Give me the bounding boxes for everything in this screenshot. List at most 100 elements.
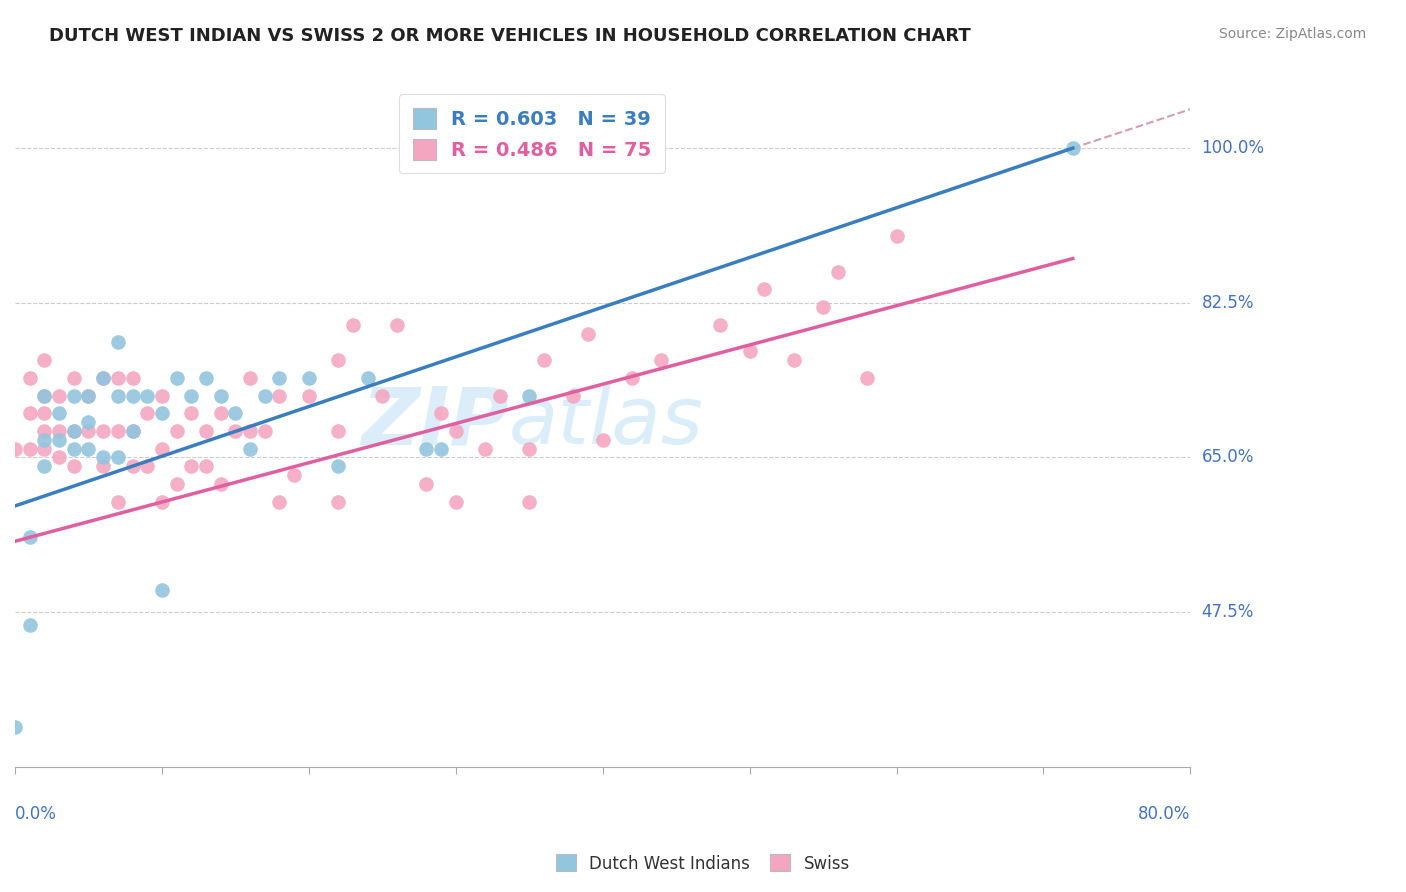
Point	[62, 371, 84, 385]
Point	[328, 353, 350, 368]
Point	[121, 371, 143, 385]
Point	[328, 494, 350, 508]
Point	[253, 424, 276, 438]
Point	[224, 406, 246, 420]
Text: 0.0%: 0.0%	[15, 805, 56, 823]
Point	[371, 388, 394, 402]
Point	[180, 459, 202, 474]
Point	[48, 450, 70, 465]
Point	[811, 300, 834, 314]
Text: Source: ZipAtlas.com: Source: ZipAtlas.com	[1219, 27, 1367, 41]
Point	[34, 406, 56, 420]
Point	[239, 424, 262, 438]
Point	[77, 424, 100, 438]
Point	[91, 424, 114, 438]
Point	[738, 344, 761, 359]
Legend: R = 0.603   N = 39, R = 0.486   N = 75: R = 0.603 N = 39, R = 0.486 N = 75	[399, 94, 665, 173]
Point	[91, 450, 114, 465]
Point	[34, 459, 56, 474]
Point	[827, 265, 849, 279]
Point	[517, 388, 540, 402]
Point	[650, 353, 672, 368]
Point	[430, 406, 453, 420]
Point	[209, 388, 232, 402]
Point	[415, 476, 437, 491]
Point	[195, 424, 218, 438]
Point	[18, 371, 41, 385]
Point	[430, 442, 453, 456]
Point	[62, 424, 84, 438]
Point	[136, 388, 159, 402]
Point	[709, 318, 731, 332]
Point	[34, 433, 56, 447]
Point	[576, 326, 599, 341]
Point	[62, 424, 84, 438]
Point	[533, 353, 555, 368]
Point	[209, 476, 232, 491]
Point	[166, 476, 188, 491]
Point	[121, 459, 143, 474]
Point	[444, 424, 467, 438]
Point	[328, 459, 350, 474]
Point	[4, 720, 27, 734]
Point	[166, 424, 188, 438]
Point	[195, 371, 218, 385]
Point	[180, 388, 202, 402]
Point	[4, 442, 27, 456]
Point	[34, 442, 56, 456]
Point	[121, 388, 143, 402]
Point	[1062, 141, 1084, 155]
Point	[18, 442, 41, 456]
Point	[356, 371, 378, 385]
Point	[91, 371, 114, 385]
Point	[34, 424, 56, 438]
Point	[180, 406, 202, 420]
Point	[195, 459, 218, 474]
Point	[91, 371, 114, 385]
Point	[474, 442, 496, 456]
Point	[150, 494, 173, 508]
Point	[48, 388, 70, 402]
Point	[166, 371, 188, 385]
Point	[209, 406, 232, 420]
Point	[517, 442, 540, 456]
Text: atlas: atlas	[509, 383, 703, 461]
Point	[562, 388, 585, 402]
Point	[121, 424, 143, 438]
Point	[48, 406, 70, 420]
Point	[415, 442, 437, 456]
Point	[298, 388, 321, 402]
Point	[150, 582, 173, 597]
Point	[107, 450, 129, 465]
Text: ZIP: ZIP	[361, 383, 509, 461]
Point	[239, 371, 262, 385]
Point	[592, 433, 614, 447]
Point	[107, 494, 129, 508]
Point	[150, 406, 173, 420]
Point	[782, 353, 804, 368]
Point	[77, 442, 100, 456]
Point	[488, 388, 510, 402]
Point	[385, 318, 408, 332]
Text: 80.0%: 80.0%	[1137, 805, 1191, 823]
Text: 65.0%: 65.0%	[1202, 449, 1254, 467]
Point	[62, 442, 84, 456]
Point	[48, 433, 70, 447]
Point	[150, 388, 173, 402]
Point	[34, 388, 56, 402]
Legend: Dutch West Indians, Swiss: Dutch West Indians, Swiss	[550, 847, 856, 880]
Point	[328, 424, 350, 438]
Point	[18, 618, 41, 632]
Point	[269, 388, 291, 402]
Point	[136, 406, 159, 420]
Text: DUTCH WEST INDIAN VS SWISS 2 OR MORE VEHICLES IN HOUSEHOLD CORRELATION CHART: DUTCH WEST INDIAN VS SWISS 2 OR MORE VEH…	[49, 27, 972, 45]
Point	[150, 442, 173, 456]
Point	[107, 371, 129, 385]
Text: 100.0%: 100.0%	[1202, 139, 1264, 157]
Point	[107, 424, 129, 438]
Point	[91, 459, 114, 474]
Point	[253, 388, 276, 402]
Point	[342, 318, 364, 332]
Point	[77, 388, 100, 402]
Point	[62, 459, 84, 474]
